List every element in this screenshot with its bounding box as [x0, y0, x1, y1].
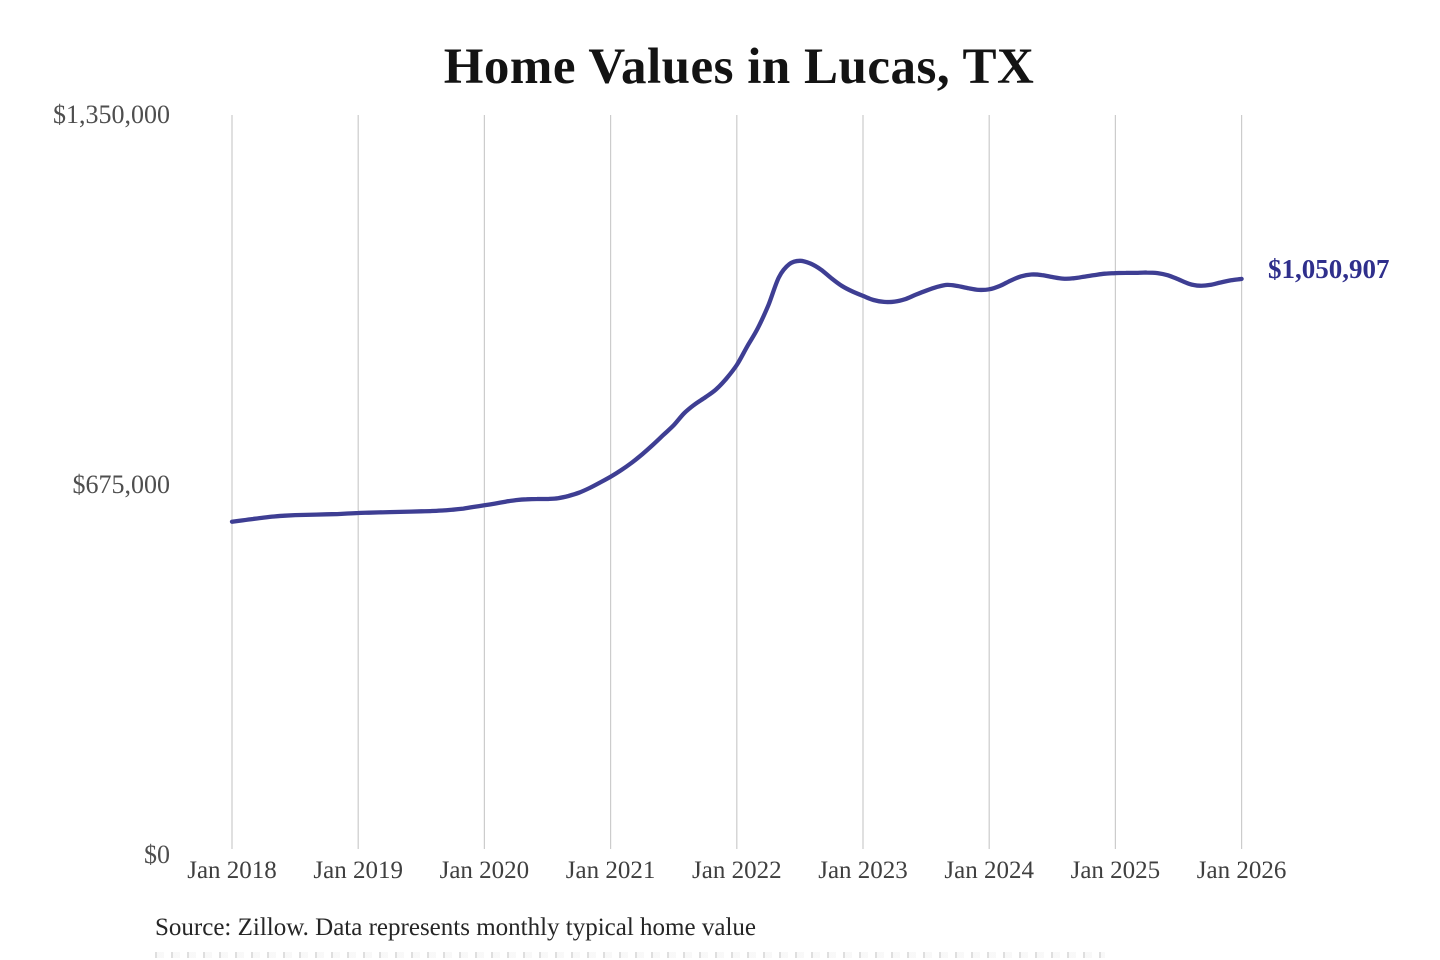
- home-value-line: [229, 258, 1244, 524]
- source-note: Source: Zillow. Data represents monthly …: [155, 914, 756, 941]
- x-axis-label-jan-2026: Jan 2026: [1196, 857, 1287, 884]
- y-axis-label-zero: $0: [144, 840, 170, 869]
- vertical-gridlines: [231, 115, 1243, 849]
- x-axis-label-jan-2023: Jan 2023: [818, 857, 908, 884]
- x-axis-label-jan-2022: Jan 2022: [692, 857, 782, 884]
- x-axis-label-jan-2021: Jan 2021: [565, 857, 656, 884]
- y-axis-label-max: $1,350,000: [53, 100, 170, 129]
- x-axis-label-jan-2019: Jan 2019: [313, 857, 403, 884]
- x-axis-label-jan-2025: Jan 2025: [1070, 857, 1161, 884]
- chart-title: Home Values in Lucas, TX: [443, 39, 1035, 95]
- current-value-label: $1,050,907: [1268, 254, 1390, 284]
- x-axis-label-jan-2024: Jan 2024: [944, 857, 1034, 884]
- x-axis-label-jan-2018: Jan 2018: [187, 857, 277, 884]
- x-axis-label-jan-2020: Jan 2020: [439, 857, 530, 884]
- clipped-text-remnant: [155, 952, 1105, 958]
- y-axis-label-mid: $675,000: [72, 470, 171, 499]
